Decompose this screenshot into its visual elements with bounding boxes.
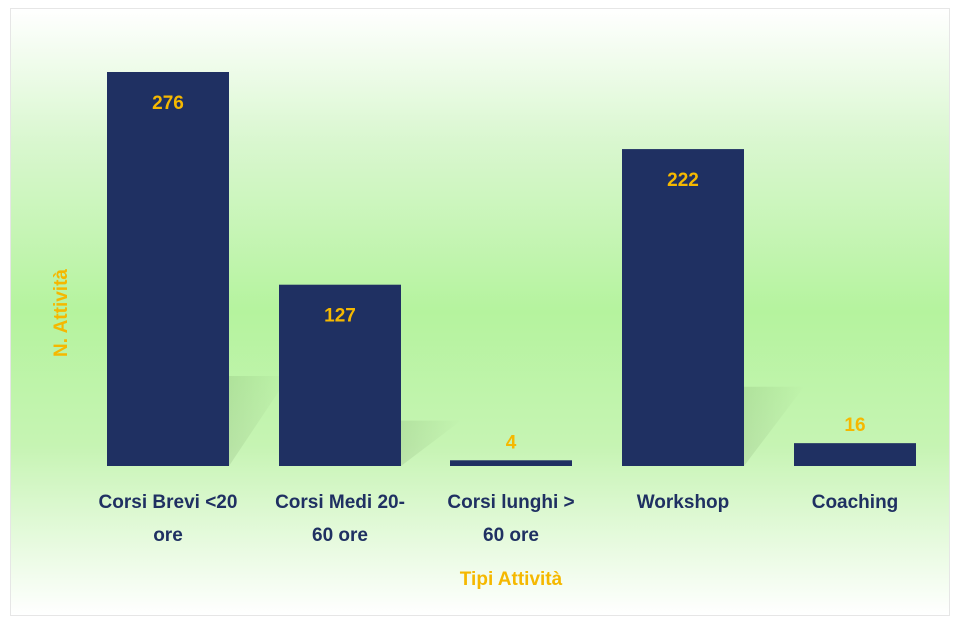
bar (107, 72, 229, 466)
data-label: 4 (506, 432, 517, 453)
x-axis-title: Tipi Attività (460, 569, 563, 590)
x-tick-label: Corsi Medi 20-60 ore (275, 492, 405, 546)
data-label: 222 (667, 170, 699, 191)
data-label: 276 (152, 93, 184, 114)
x-tick-label: Coaching (812, 492, 899, 513)
bar (279, 284, 401, 466)
data-label: 127 (324, 306, 356, 327)
x-tick-label: Workshop (637, 492, 730, 513)
x-tick-label: Corsi Brevi <20 ore (99, 492, 238, 546)
x-tick-labels: Corsi Brevi <20 ore Corsi Medi 20-60 ore Co… (99, 492, 899, 546)
bar (794, 443, 916, 466)
x-tick-label: Corsi lunghi >60 ore (447, 492, 574, 546)
bars (107, 72, 916, 466)
data-label: 16 (844, 415, 865, 436)
bar (450, 460, 572, 466)
bar (622, 149, 744, 466)
data-labels: 276 127 4 222 16 (152, 93, 865, 453)
y-axis-title: N. Attività (51, 269, 72, 357)
